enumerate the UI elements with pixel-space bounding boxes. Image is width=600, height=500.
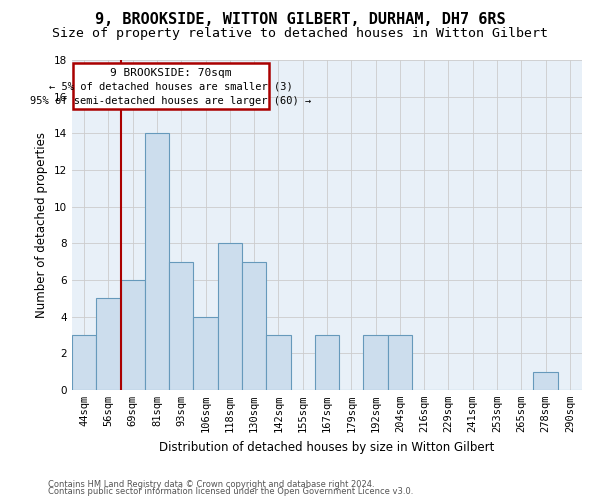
Bar [242,262,266,390]
Text: 9, BROOKSIDE, WITTON GILBERT, DURHAM, DH7 6RS: 9, BROOKSIDE, WITTON GILBERT, DURHAM, DH… [95,12,505,28]
X-axis label: Distribution of detached houses by size in Witton Gilbert: Distribution of detached houses by size … [160,440,494,454]
Bar [193,316,218,390]
Bar [121,280,145,390]
Text: 9 BROOKSIDE: 70sqm: 9 BROOKSIDE: 70sqm [110,68,232,78]
FancyBboxPatch shape [73,62,269,108]
Bar [364,335,388,390]
Bar [315,335,339,390]
Bar [145,134,169,390]
Bar [218,244,242,390]
Text: ← 5% of detached houses are smaller (3): ← 5% of detached houses are smaller (3) [49,82,293,92]
Text: 95% of semi-detached houses are larger (60) →: 95% of semi-detached houses are larger (… [31,96,311,106]
Bar [266,335,290,390]
Y-axis label: Number of detached properties: Number of detached properties [35,132,49,318]
Bar [96,298,121,390]
Text: Contains HM Land Registry data © Crown copyright and database right 2024.: Contains HM Land Registry data © Crown c… [48,480,374,489]
Bar [169,262,193,390]
Bar [533,372,558,390]
Text: Size of property relative to detached houses in Witton Gilbert: Size of property relative to detached ho… [52,28,548,40]
Bar [72,335,96,390]
Text: Contains public sector information licensed under the Open Government Licence v3: Contains public sector information licen… [48,487,413,496]
Bar [388,335,412,390]
